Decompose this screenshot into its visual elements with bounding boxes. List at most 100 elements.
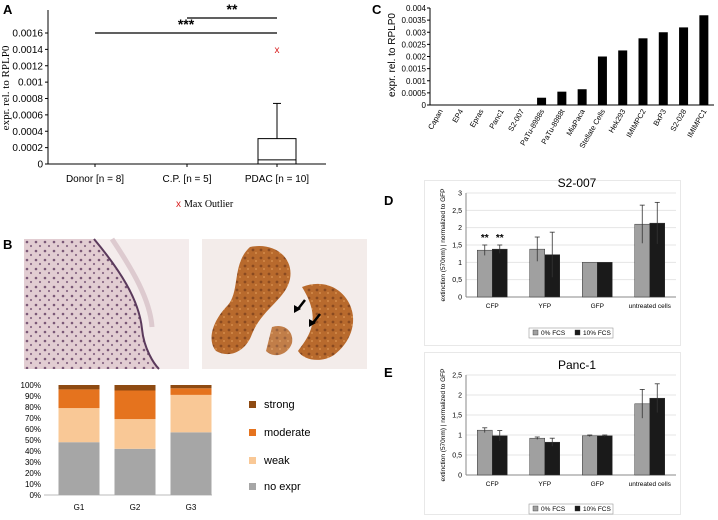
chart-c-category-label: IMIMPC1 xyxy=(685,108,708,140)
chart-c-ytick-label: 0 xyxy=(422,101,427,110)
chart-e-ytick-label: 1 xyxy=(458,433,462,440)
chart-d-bar xyxy=(582,262,598,298)
chart-e-legend-swatch xyxy=(574,505,581,512)
chart-b-bar-segment xyxy=(170,394,212,433)
chart-b-bar-segment xyxy=(58,408,100,443)
chart-c-ytick-label: 0.0035 xyxy=(402,16,427,25)
chart-c-bar xyxy=(597,56,607,105)
chart-b-ytick-label: 20% xyxy=(25,469,41,478)
chart-e-title: Panc-1 xyxy=(558,358,596,372)
chart-c-category-label: IMIMPC2 xyxy=(624,108,647,140)
chart-a-ylabel: expr. rel. to RPLP0 xyxy=(0,45,12,130)
chart-b-ytick-label: 50% xyxy=(25,436,41,445)
chart-e-ytick-label: 0 xyxy=(458,473,462,480)
chart-e-bar xyxy=(529,437,545,476)
chart-e-bar xyxy=(544,441,560,476)
panel-label-b: B xyxy=(3,237,13,252)
chart-d-ytick-label: 0,5 xyxy=(452,277,462,284)
chart-b-ytick-label: 10% xyxy=(25,480,41,489)
chart-c-category-label: BxP3 xyxy=(651,108,668,128)
chart-b-category-label: G2 xyxy=(130,503,141,512)
chart-a-ytick-label: 0.0012 xyxy=(12,61,43,72)
panel-label-c: C xyxy=(372,2,382,17)
chart-b-bar-segment xyxy=(114,390,156,420)
chart-d-ytick-label: 0 xyxy=(458,295,462,302)
chart-a-ytick-label: 0.0004 xyxy=(12,127,43,138)
chart-c-ytick-label: 0.0025 xyxy=(402,40,427,49)
chart-d-ytick-label: 1 xyxy=(458,260,462,267)
chart-e-legend-label: 10% FCS xyxy=(583,506,611,513)
chart-c-category-label: S2-007 xyxy=(506,108,526,133)
chart-e-frame xyxy=(424,352,681,515)
chart-d-legend-label: 0% FCS xyxy=(541,330,566,337)
panel-label-e: E xyxy=(384,365,393,380)
chart-d-ytick-label: 1,5 xyxy=(452,243,462,250)
chart-a-category-label: Donor [n = 8] xyxy=(66,174,124,185)
chart-b-legend-swatch xyxy=(249,429,256,436)
chart-e-legend-label: 0% FCS xyxy=(541,506,566,513)
chart-b-ytick-label: 100% xyxy=(21,381,41,390)
chart-c-ylabel: expr. rel. to RPLP0 xyxy=(387,13,398,97)
chart-b-category-label: G1 xyxy=(74,503,85,512)
chart-a-ytick-label: 0.0008 xyxy=(12,94,43,105)
chart-b-legend-label: strong xyxy=(264,399,295,411)
chart-b-ytick-label: 60% xyxy=(25,425,41,434)
chart-d-category-label: untreated cells xyxy=(629,303,672,310)
chart-c-ytick-label: 0.0005 xyxy=(402,89,427,98)
chart-b-bar-segment xyxy=(58,442,100,495)
chart-d-bar xyxy=(477,249,493,298)
chart-b-ytick-label: 90% xyxy=(25,392,41,401)
chart-b-legend-label: moderate xyxy=(264,427,310,439)
chart-b-legend-label: no expr xyxy=(264,481,301,493)
chart-c-bar xyxy=(577,89,587,105)
chart-d-bar: S2-007 extinction (570nm) | normalized to… xyxy=(440,176,676,339)
chart-c-bar xyxy=(537,97,547,105)
chart-b-bar-segment xyxy=(114,448,156,495)
histology-image-stained xyxy=(202,239,367,369)
chart-e-bar xyxy=(492,435,508,476)
chart-b-ytick-label: 40% xyxy=(25,447,41,456)
chart-e-ytick-label: 1,5 xyxy=(452,413,462,420)
chart-c-bar xyxy=(679,27,689,105)
chart-b-bar-segment xyxy=(170,388,212,395)
chart-d-legend-swatch xyxy=(574,329,581,336)
chart-e-legend-box xyxy=(528,503,614,515)
chart-d-legend-box xyxy=(528,327,614,339)
chart-d-category-label: CFP xyxy=(486,303,499,310)
chart-d-legend-swatch xyxy=(532,329,539,336)
chart-d-category-label: YFP xyxy=(538,303,551,310)
chart-a-legend-marker: x xyxy=(176,199,181,210)
chart-b-bar-segment xyxy=(114,385,156,391)
chart-a-ytick-label: 0.0016 xyxy=(12,29,43,40)
chart-d-ylabel: extinction (570nm) | normalized to GFP xyxy=(440,189,447,302)
chart-e-bar xyxy=(477,429,493,476)
chart-c-bar xyxy=(699,15,709,105)
chart-b-stacked-bar: 0% 10% 20% 30% 40% 50% 60% 70% 80% 90% 100% G1 G2 G3 s… xyxy=(21,381,311,512)
chart-e-category-label: YFP xyxy=(538,481,551,488)
chart-e-ytick-label: 0,5 xyxy=(452,453,462,460)
chart-d-bar xyxy=(597,262,613,298)
chart-c-bar xyxy=(618,50,628,105)
chart-c-category-label: Hek293 xyxy=(607,108,628,135)
chart-e-ytick-label: 2 xyxy=(458,393,462,400)
chart-d-significance-label: ** xyxy=(481,233,489,244)
chart-d-category-label: GFP xyxy=(591,303,604,310)
chart-b-bar-segment xyxy=(58,389,100,409)
chart-e-bar xyxy=(582,435,598,476)
chart-c-category-label: Capan xyxy=(426,108,445,132)
chart-a-outlier: x xyxy=(275,45,280,56)
chart-c-ytick-label: 0.003 xyxy=(406,28,427,37)
chart-b-ytick-label: 30% xyxy=(25,458,41,467)
chart-d-ytick-label: 2 xyxy=(458,225,462,232)
chart-a-box-plot: expr. rel. to RPLP0 0 0.0002 0.0004 0.0006 0… xyxy=(0,1,326,210)
chart-a-category-label: PDAC [n = 10] xyxy=(245,174,309,185)
chart-e-ytick-label: 2,5 xyxy=(452,373,462,380)
chart-b-legend-swatch xyxy=(249,483,256,490)
chart-a-ytick-label: 0.0014 xyxy=(12,45,43,56)
histology-image-negative xyxy=(24,237,189,370)
chart-c-ytick-label: 0.004 xyxy=(406,4,427,13)
chart-d-bar xyxy=(492,248,508,298)
chart-b-ytick-label: 80% xyxy=(25,403,41,412)
chart-b-bar-segment xyxy=(58,385,100,390)
chart-e-bar: Panc-1 extinction (570nm) | normalized to… xyxy=(440,358,676,515)
